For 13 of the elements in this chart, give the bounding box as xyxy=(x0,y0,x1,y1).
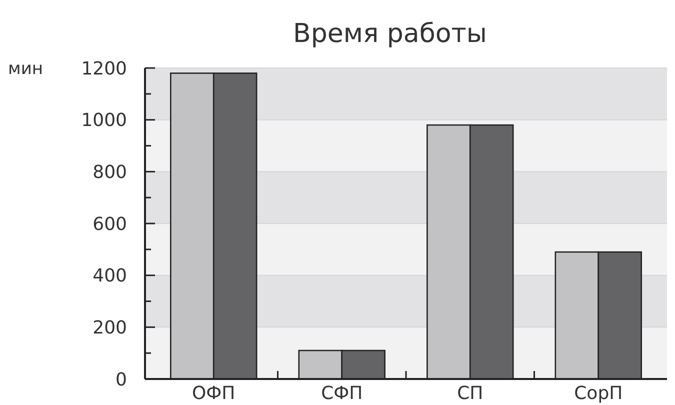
y-tick-label: 1200 xyxy=(81,58,127,80)
chart-title: Время работы xyxy=(293,19,487,49)
x-tick-label: СФП xyxy=(321,383,363,404)
y-tick-label: 800 xyxy=(92,162,127,183)
y-axis-title: мин xyxy=(8,58,43,79)
y-tick-label: 1000 xyxy=(81,110,127,132)
x-tick-label: СП xyxy=(457,383,484,404)
x-tick-label: ОФП xyxy=(192,383,236,404)
y-tick-label: 200 xyxy=(92,317,127,338)
y-tick-label: 600 xyxy=(92,214,127,235)
y-tick-label: 400 xyxy=(92,266,127,287)
x-tick-label: СорП xyxy=(574,383,623,404)
y-tick-label: 0 xyxy=(116,369,127,390)
